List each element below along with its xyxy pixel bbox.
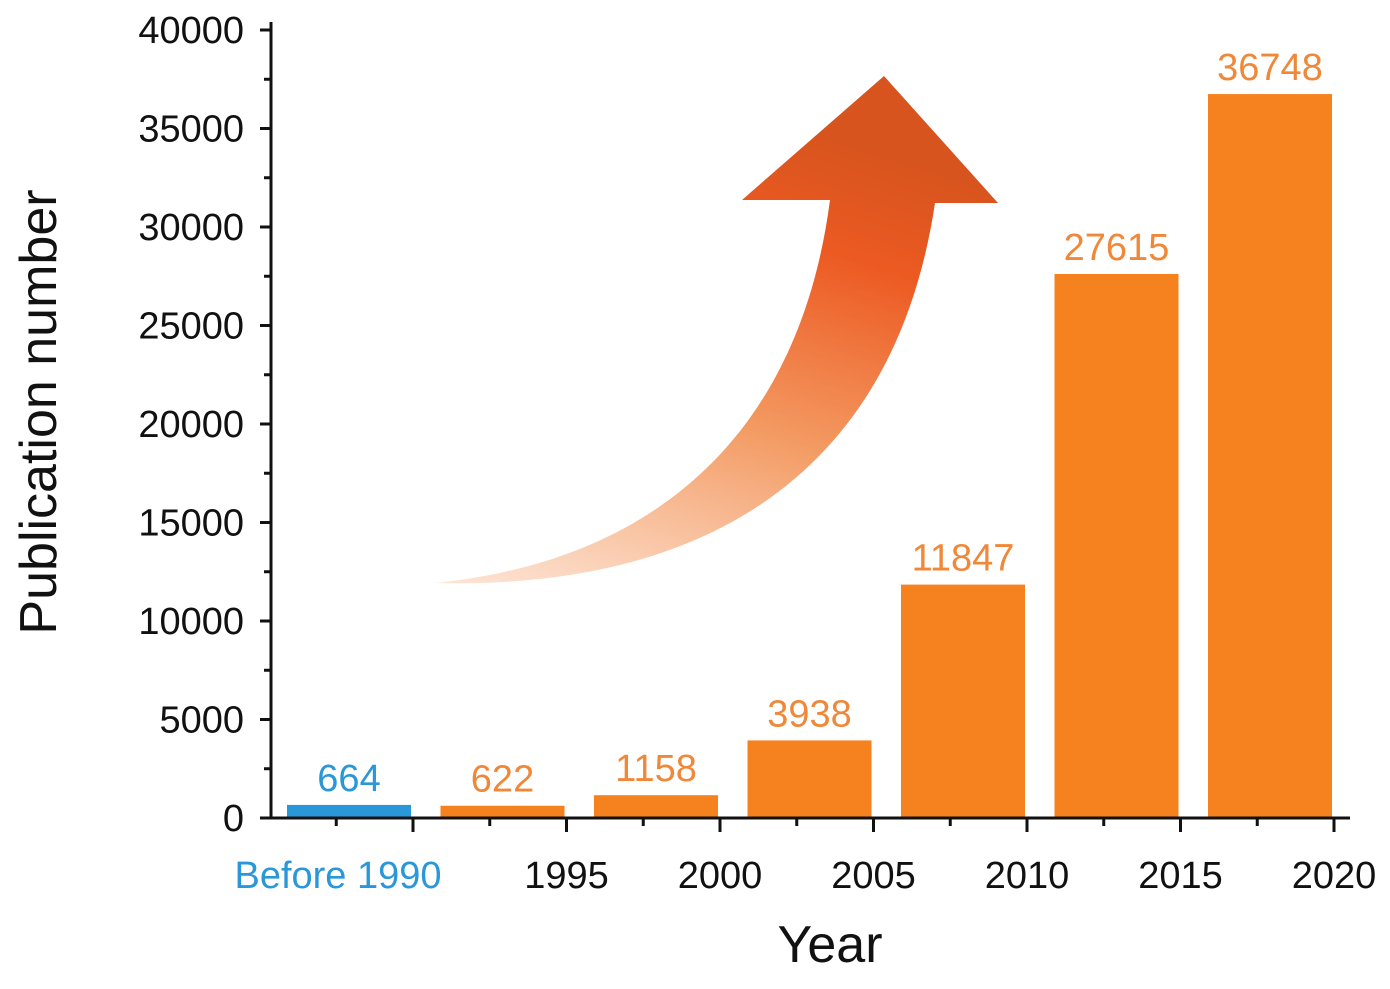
- bar: [440, 805, 565, 818]
- x-tick-label: 1995: [524, 855, 609, 897]
- bar-value-label: 3938: [767, 693, 852, 735]
- x-tick-label: 2015: [1138, 855, 1223, 897]
- bar: [1208, 94, 1332, 819]
- bar: [747, 740, 872, 818]
- y-ticks: 0 5000 10000 15000 20000 25000 30000 35000 40000: [138, 10, 271, 840]
- y-axis-title: Publication number: [10, 189, 68, 634]
- x-tick-label: 2020: [1292, 855, 1377, 897]
- y-tick-label: 30000: [138, 207, 244, 249]
- bar-value-label: 27615: [1064, 227, 1170, 269]
- bar-value-label: 36748: [1217, 47, 1323, 89]
- bar-value-label: 664: [317, 758, 380, 800]
- y-tick-label: 35000: [138, 109, 244, 151]
- y-tick-label: 15000: [138, 503, 244, 545]
- bars: [287, 94, 1332, 819]
- x-ticks: Before 1990 1995 2000 2005 2010 2015 2020: [234, 818, 1376, 897]
- y-tick-label: 25000: [138, 306, 244, 348]
- x-tick-label: Before 1990: [234, 855, 441, 897]
- x-tick-label: 2005: [831, 855, 916, 897]
- bar: [287, 804, 411, 818]
- bar-value-label: 1158: [615, 748, 697, 790]
- bar: [594, 795, 718, 818]
- y-tick-label: 10000: [138, 601, 244, 643]
- bar: [1054, 273, 1179, 818]
- value-labels: 664 622 1158 3938 11847 27615 36748: [317, 47, 1323, 801]
- bar-value-label: 622: [471, 759, 534, 801]
- bar: [901, 584, 1025, 818]
- y-tick-label: 40000: [138, 10, 244, 52]
- y-tick-label: 5000: [159, 700, 244, 742]
- y-tick-label: 0: [223, 798, 244, 840]
- axes: [260, 22, 1350, 820]
- trend-arrow-icon: [435, 76, 998, 584]
- bar-value-label: 11847: [912, 538, 1015, 580]
- x-axis-title: Year: [777, 916, 882, 974]
- x-tick-label: 2000: [678, 855, 763, 897]
- x-tick-label: 2010: [985, 855, 1070, 897]
- y-tick-label: 20000: [138, 404, 244, 446]
